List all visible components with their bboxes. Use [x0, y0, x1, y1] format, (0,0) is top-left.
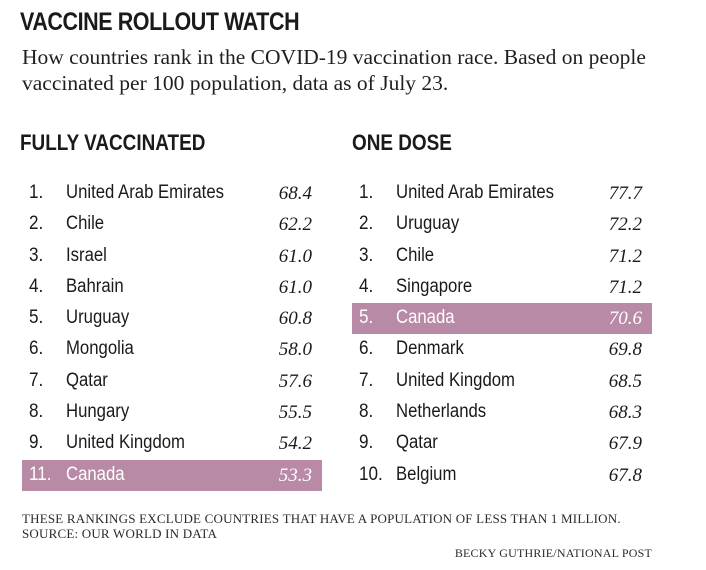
- one-dose-country: United Arab Emirates: [396, 182, 554, 203]
- fully-vaccinated-row: 1. United Arab Emirates 68.4: [22, 178, 322, 209]
- one-dose-row: 8. Netherlands 68.3: [352, 397, 652, 428]
- fully-vaccinated-country: Mongolia: [66, 338, 134, 360]
- fully-vaccinated-rank: 11.: [29, 463, 52, 485]
- one-dose-country: Belgium: [396, 463, 457, 485]
- fully-vaccinated-row: 2. Chile 62.2: [22, 209, 322, 240]
- one-dose-row: 6. Denmark 69.8: [352, 334, 652, 365]
- fully-vaccinated-value: 58.0: [278, 339, 312, 361]
- one-dose-rank: 5.: [359, 307, 374, 329]
- fully-vaccinated-value: 61.0: [278, 276, 312, 298]
- one-dose-row: 7. United Kingdom 68.5: [352, 366, 652, 397]
- fully-vaccinated-country: United Arab Emirates: [66, 182, 224, 203]
- fully-vaccinated-rank: 1.: [29, 182, 44, 203]
- fully-vaccinated-row: 3. Israel 61.0: [22, 241, 322, 272]
- one-dose-row: 4. Singapore 71.2: [352, 272, 652, 303]
- one-dose-value: 67.8: [608, 464, 642, 486]
- one-dose-rank: 9.: [359, 432, 374, 454]
- fully-vaccinated-rank: 2.: [29, 213, 44, 235]
- fully-vaccinated-value: 54.2: [278, 433, 312, 455]
- one-dose-country: Uruguay: [396, 213, 460, 235]
- one-dose-rank: 4.: [359, 275, 374, 297]
- fully-vaccinated-value: 60.8: [278, 308, 312, 330]
- one-dose-row: 3. Chile 71.2: [352, 241, 652, 272]
- fully-vaccinated-row: 4. Bahrain 61.0: [22, 272, 322, 303]
- fully-vaccinated-country: Bahrain: [66, 275, 124, 297]
- one-dose-row: 5. Canada 70.6: [352, 303, 652, 335]
- fully-vaccinated-row: 11. Canada 53.3: [22, 459, 322, 491]
- fully-vaccinated-value: 55.5: [278, 402, 312, 424]
- credit-line: BECKY GUTHRIE/NATIONAL POST: [454, 546, 652, 560]
- fully-vaccinated-row: 8. Hungary 55.5: [22, 397, 322, 428]
- one-dose-value: 77.7: [608, 183, 642, 204]
- one-dose-row: 2. Uruguay 72.2: [352, 209, 652, 240]
- fully-vaccinated-rank: 5.: [29, 307, 44, 329]
- fully-vaccinated-country: Chile: [66, 213, 105, 235]
- one-dose-rank: 10.: [359, 463, 383, 485]
- fully-vaccinated-value: 57.6: [278, 370, 312, 392]
- one-dose-rank: 3.: [359, 244, 374, 266]
- one-dose-row: 1. United Arab Emirates 77.7: [352, 178, 652, 209]
- one-dose-value: 71.2: [608, 245, 642, 267]
- one-dose-rank: 6.: [359, 338, 374, 360]
- one-dose-country: United Kingdom: [396, 369, 515, 391]
- one-dose-country: Netherlands: [396, 401, 487, 423]
- one-dose-table: 1. United Arab Emirates 77.7 2. Uruguay 72.2 3…: [352, 178, 652, 491]
- one-dose-value: 68.5: [608, 370, 642, 392]
- one-dose-row: 9. Qatar 67.9: [352, 428, 652, 459]
- one-dose-rank: 1.: [359, 182, 374, 203]
- fully-vaccinated-row: 9. United Kingdom 54.2: [22, 428, 322, 459]
- one-dose-value: 69.8: [608, 339, 642, 361]
- footnote: THESE RANKINGS EXCLUDE COUNTRIES THAT HA…: [22, 511, 621, 541]
- fully-vaccinated-rank: 3.: [29, 244, 44, 266]
- one-dose-rank: 8.: [359, 401, 374, 423]
- fully-vaccinated-value: 68.4: [278, 183, 312, 204]
- one-dose-row: 10. Belgium 67.8: [352, 460, 652, 491]
- fully-vaccinated-table: 1. United Arab Emirates 68.4 2. Chile 62.2 3. I…: [22, 178, 322, 491]
- fully-vaccinated-value: 62.2: [278, 214, 312, 236]
- fully-vaccinated-rank: 8.: [29, 401, 44, 423]
- one-dose-value: 68.3: [608, 402, 642, 424]
- fully-vaccinated-row: 7. Qatar 57.6: [22, 366, 322, 397]
- fully-vaccinated-rank: 7.: [29, 369, 44, 391]
- fully-vaccinated-country: Qatar: [66, 369, 108, 391]
- one-dose-value: 70.6: [608, 308, 642, 330]
- fully-vaccinated-country: United Kingdom: [66, 432, 185, 454]
- one-dose-country: Canada: [396, 307, 455, 329]
- fully-vaccinated-row: 5. Uruguay 60.8: [22, 303, 322, 334]
- fully-vaccinated-value: 61.0: [278, 245, 312, 267]
- fully-vaccinated-country: Uruguay: [66, 307, 130, 329]
- one-dose-rank: 7.: [359, 369, 374, 391]
- chart-title: VACCINE ROLLOUT WATCH: [20, 8, 300, 36]
- one-dose-country: Denmark: [396, 338, 464, 360]
- one-dose-country: Singapore: [396, 275, 473, 297]
- chart-subtitle: How countries rank in the COVID-19 vacci…: [22, 45, 646, 95]
- fully-vaccinated-rank: 4.: [29, 275, 44, 297]
- fully-vaccinated-country: Hungary: [66, 401, 130, 423]
- fully-vaccinated-value: 53.3: [278, 464, 312, 486]
- one-dose-value: 67.9: [608, 433, 642, 455]
- fully-vaccinated-rank: 9.: [29, 432, 44, 454]
- one-dose-country: Chile: [396, 244, 435, 266]
- fully-vaccinated-country: Israel: [66, 244, 107, 266]
- one-dose-value: 71.2: [608, 276, 642, 298]
- fully-vaccinated-heading: FULLY VACCINATED: [20, 130, 206, 155]
- one-dose-rank: 2.: [359, 213, 374, 235]
- fully-vaccinated-country: Canada: [66, 463, 125, 485]
- one-dose-value: 72.2: [608, 214, 642, 236]
- fully-vaccinated-rank: 6.: [29, 338, 44, 360]
- one-dose-heading: ONE DOSE: [352, 130, 452, 155]
- one-dose-country: Qatar: [396, 432, 438, 454]
- fully-vaccinated-row: 6. Mongolia 58.0: [22, 334, 322, 365]
